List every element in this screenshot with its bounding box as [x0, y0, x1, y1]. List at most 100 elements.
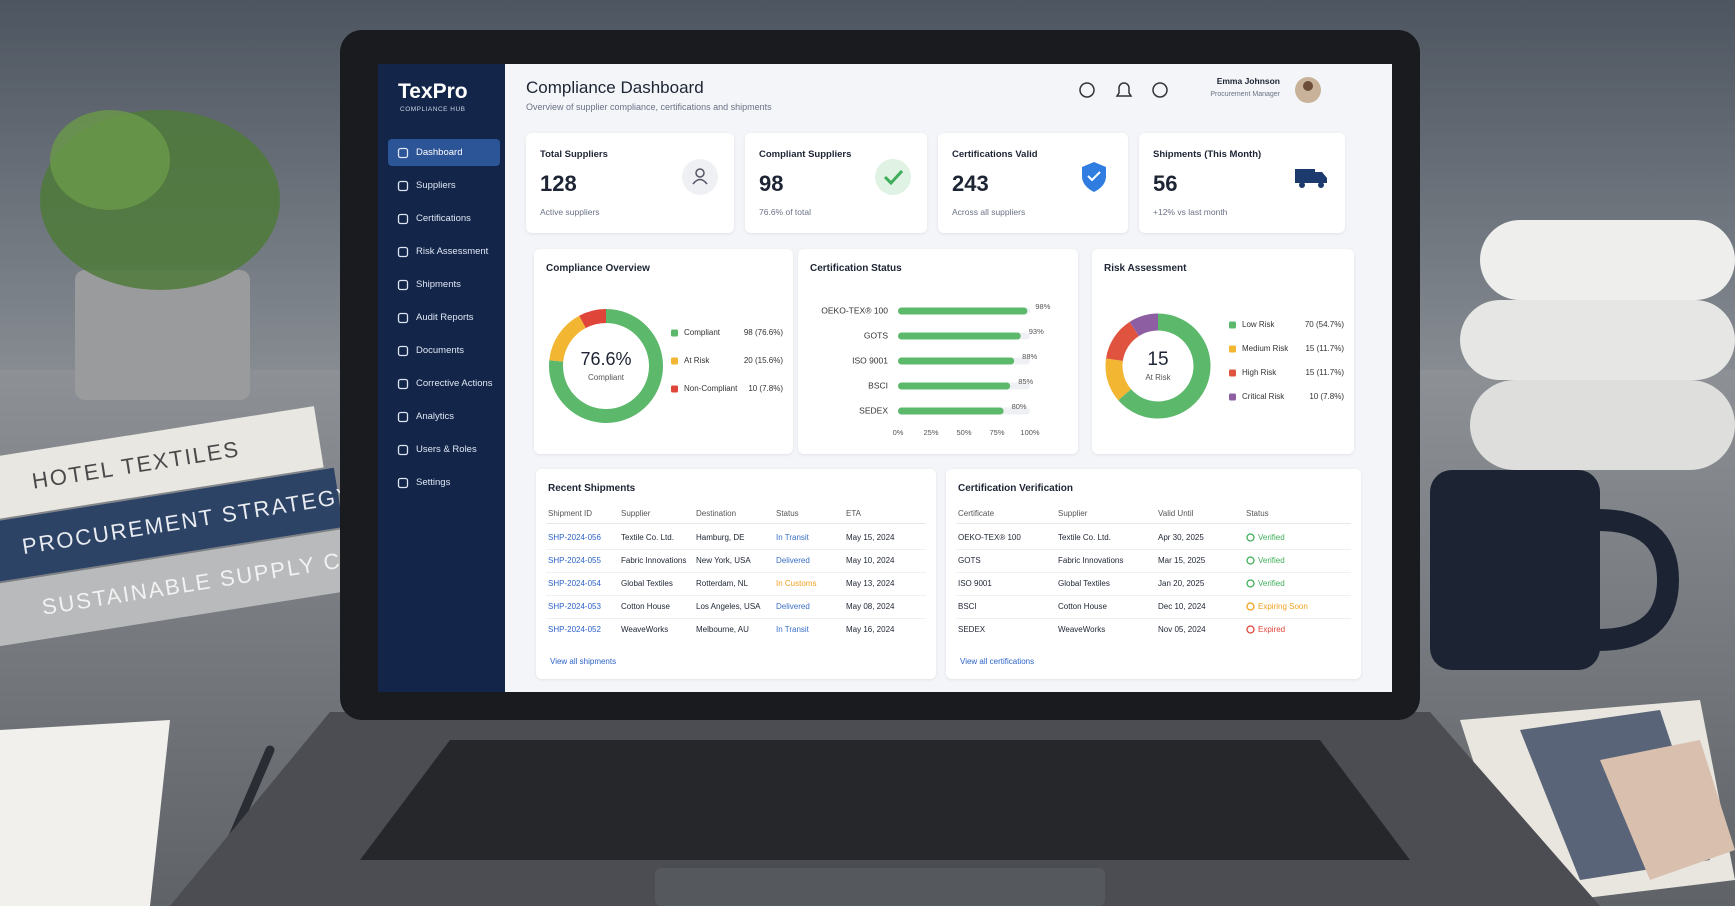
book: [0, 467, 344, 585]
nav-icon: [397, 444, 409, 456]
nav-item[interactable]: Suppliers: [388, 172, 500, 199]
status-icon-ring: [1246, 579, 1255, 588]
table-cell: Hamburg, DE: [696, 533, 745, 542]
table-cell: Mar 15, 2025: [1158, 556, 1206, 565]
legend-value: 15 (11.7%): [1305, 368, 1344, 377]
row-rule: [546, 595, 926, 596]
legend-swatch: [1229, 321, 1236, 329]
settings-icon[interactable]: [1079, 82, 1095, 98]
table-title: Certification Verification: [958, 483, 1074, 494]
column-header: Certificate: [958, 509, 995, 518]
bar-value-label: 80%: [1012, 402, 1027, 411]
status-icon-ring: [1246, 556, 1255, 565]
icon-glyph: [1295, 169, 1315, 183]
kpi-value: 128: [540, 171, 577, 196]
legend-label: Non-Compliant: [684, 384, 738, 393]
header-rule: [546, 523, 926, 524]
nav-item[interactable]: Dashboard: [388, 139, 500, 166]
table-cell[interactable]: SHP-2024-056: [548, 533, 601, 542]
legend-label: Critical Risk: [1242, 392, 1285, 401]
status-label: Delivered: [776, 556, 810, 565]
table-cell: Los Angeles, USA: [696, 602, 761, 611]
kpi-icon: [875, 159, 911, 195]
column-header: Valid Until: [1158, 509, 1194, 518]
help-icon[interactable]: [1152, 82, 1168, 98]
nav-item[interactable]: Documents: [388, 337, 500, 364]
notification-icon[interactable]: [1115, 82, 1133, 97]
legend-label: Medium Risk: [1242, 344, 1289, 353]
nav-icon-shape: [397, 444, 409, 456]
towel: [1480, 220, 1735, 300]
status-icon: [1246, 533, 1255, 542]
nav-icon-shape: [397, 180, 409, 192]
row-rule: [956, 618, 1351, 619]
column-header: ETA: [846, 509, 861, 518]
x-tick-label: 25%: [923, 428, 938, 437]
kpi-value: 243: [952, 171, 989, 196]
legend-label: At Risk: [684, 356, 710, 365]
nav-item[interactable]: Certifications: [388, 205, 500, 232]
view-all-link[interactable]: View all shipments: [550, 657, 617, 666]
legend-label: High Risk: [1242, 368, 1277, 377]
donut-segment: [579, 309, 607, 329]
nav-item[interactable]: Analytics: [388, 403, 500, 430]
bar-category: OEKO-TEX® 100: [821, 305, 888, 315]
nav-item[interactable]: Shipments: [388, 271, 500, 298]
table-cell: New York, USA: [696, 556, 751, 565]
legend-swatch: [671, 357, 678, 365]
table-cell: Apr 30, 2025: [1158, 533, 1204, 542]
status-label: Expiring Soon: [1258, 602, 1308, 611]
table-cell: Nov 05, 2024: [1158, 625, 1206, 634]
chart: Low Risk 70 (54.7%) Medium Risk 15 (11.7%) H…: [1105, 313, 1344, 419]
status-icon: [1246, 602, 1255, 611]
chart-card: Certification Status OEKO-TEX® 100 98% GOTS…: [798, 249, 1078, 454]
mug-handle: [1597, 509, 1680, 651]
kpi-note: 76.6% of total: [759, 207, 811, 217]
sidebar: TexPro COMPLIANCE HUB Dashboard Suppliers…: [378, 64, 505, 692]
icon-glyph: [692, 178, 708, 185]
table-cell[interactable]: SHP-2024-052: [548, 625, 601, 634]
column-header: Status: [1246, 509, 1269, 518]
keyboard: [360, 740, 1410, 860]
bar-category: GOTS: [864, 330, 888, 340]
table-cell: Dec 10, 2024: [1158, 602, 1206, 611]
legend-value: 70 (54.7%): [1305, 320, 1344, 329]
nav-icon: [397, 279, 409, 291]
nav-icon: [397, 312, 409, 324]
nav-icon-shape: [397, 378, 409, 390]
table-card: Certification Verification Certificate Sup…: [946, 469, 1361, 679]
icon-glyph: [1315, 172, 1327, 183]
user-name: Emma Johnson: [1216, 76, 1280, 86]
nav-icon: [397, 180, 409, 192]
nav-item[interactable]: Audit Reports: [388, 304, 500, 331]
nav-icon: [397, 345, 409, 357]
table-cell[interactable]: SHP-2024-055: [548, 556, 601, 565]
chart-title: Risk Assessment: [1104, 263, 1187, 274]
nav-item[interactable]: Settings: [388, 469, 500, 496]
nav-icon: [397, 213, 409, 225]
column-header: Destination: [696, 509, 737, 518]
nav-item[interactable]: Risk Assessment: [388, 238, 500, 265]
table-cell[interactable]: SHP-2024-053: [548, 602, 601, 611]
table-title: Recent Shipments: [548, 483, 636, 494]
trackpad: [655, 868, 1105, 906]
nav-icon-shape: [397, 213, 409, 225]
table-cell[interactable]: SHP-2024-054: [548, 579, 601, 588]
table-cell: WeaveWorks: [621, 625, 669, 634]
chart-title: Compliance Overview: [546, 263, 650, 274]
donut-segment: [1129, 313, 1159, 337]
status-icon-ring: [1246, 602, 1255, 611]
nav-item[interactable]: Users & Roles: [388, 436, 500, 463]
bar-category: SEDEX: [859, 405, 888, 415]
bar: [898, 407, 1004, 415]
table-cell: Global Textiles: [1058, 579, 1110, 588]
notebook: [0, 720, 170, 906]
view-all-link[interactable]: View all certifications: [960, 657, 1035, 666]
brand-tagline: COMPLIANCE HUB: [400, 106, 466, 113]
table-cell: Cotton House: [1058, 602, 1107, 611]
icon-glyph: [1299, 182, 1305, 188]
nav-item[interactable]: Corrective Actions: [388, 370, 500, 397]
kpi-icon: [1076, 159, 1112, 195]
table-cell: BSCI: [958, 602, 977, 611]
icon-glyph: [883, 169, 904, 186]
